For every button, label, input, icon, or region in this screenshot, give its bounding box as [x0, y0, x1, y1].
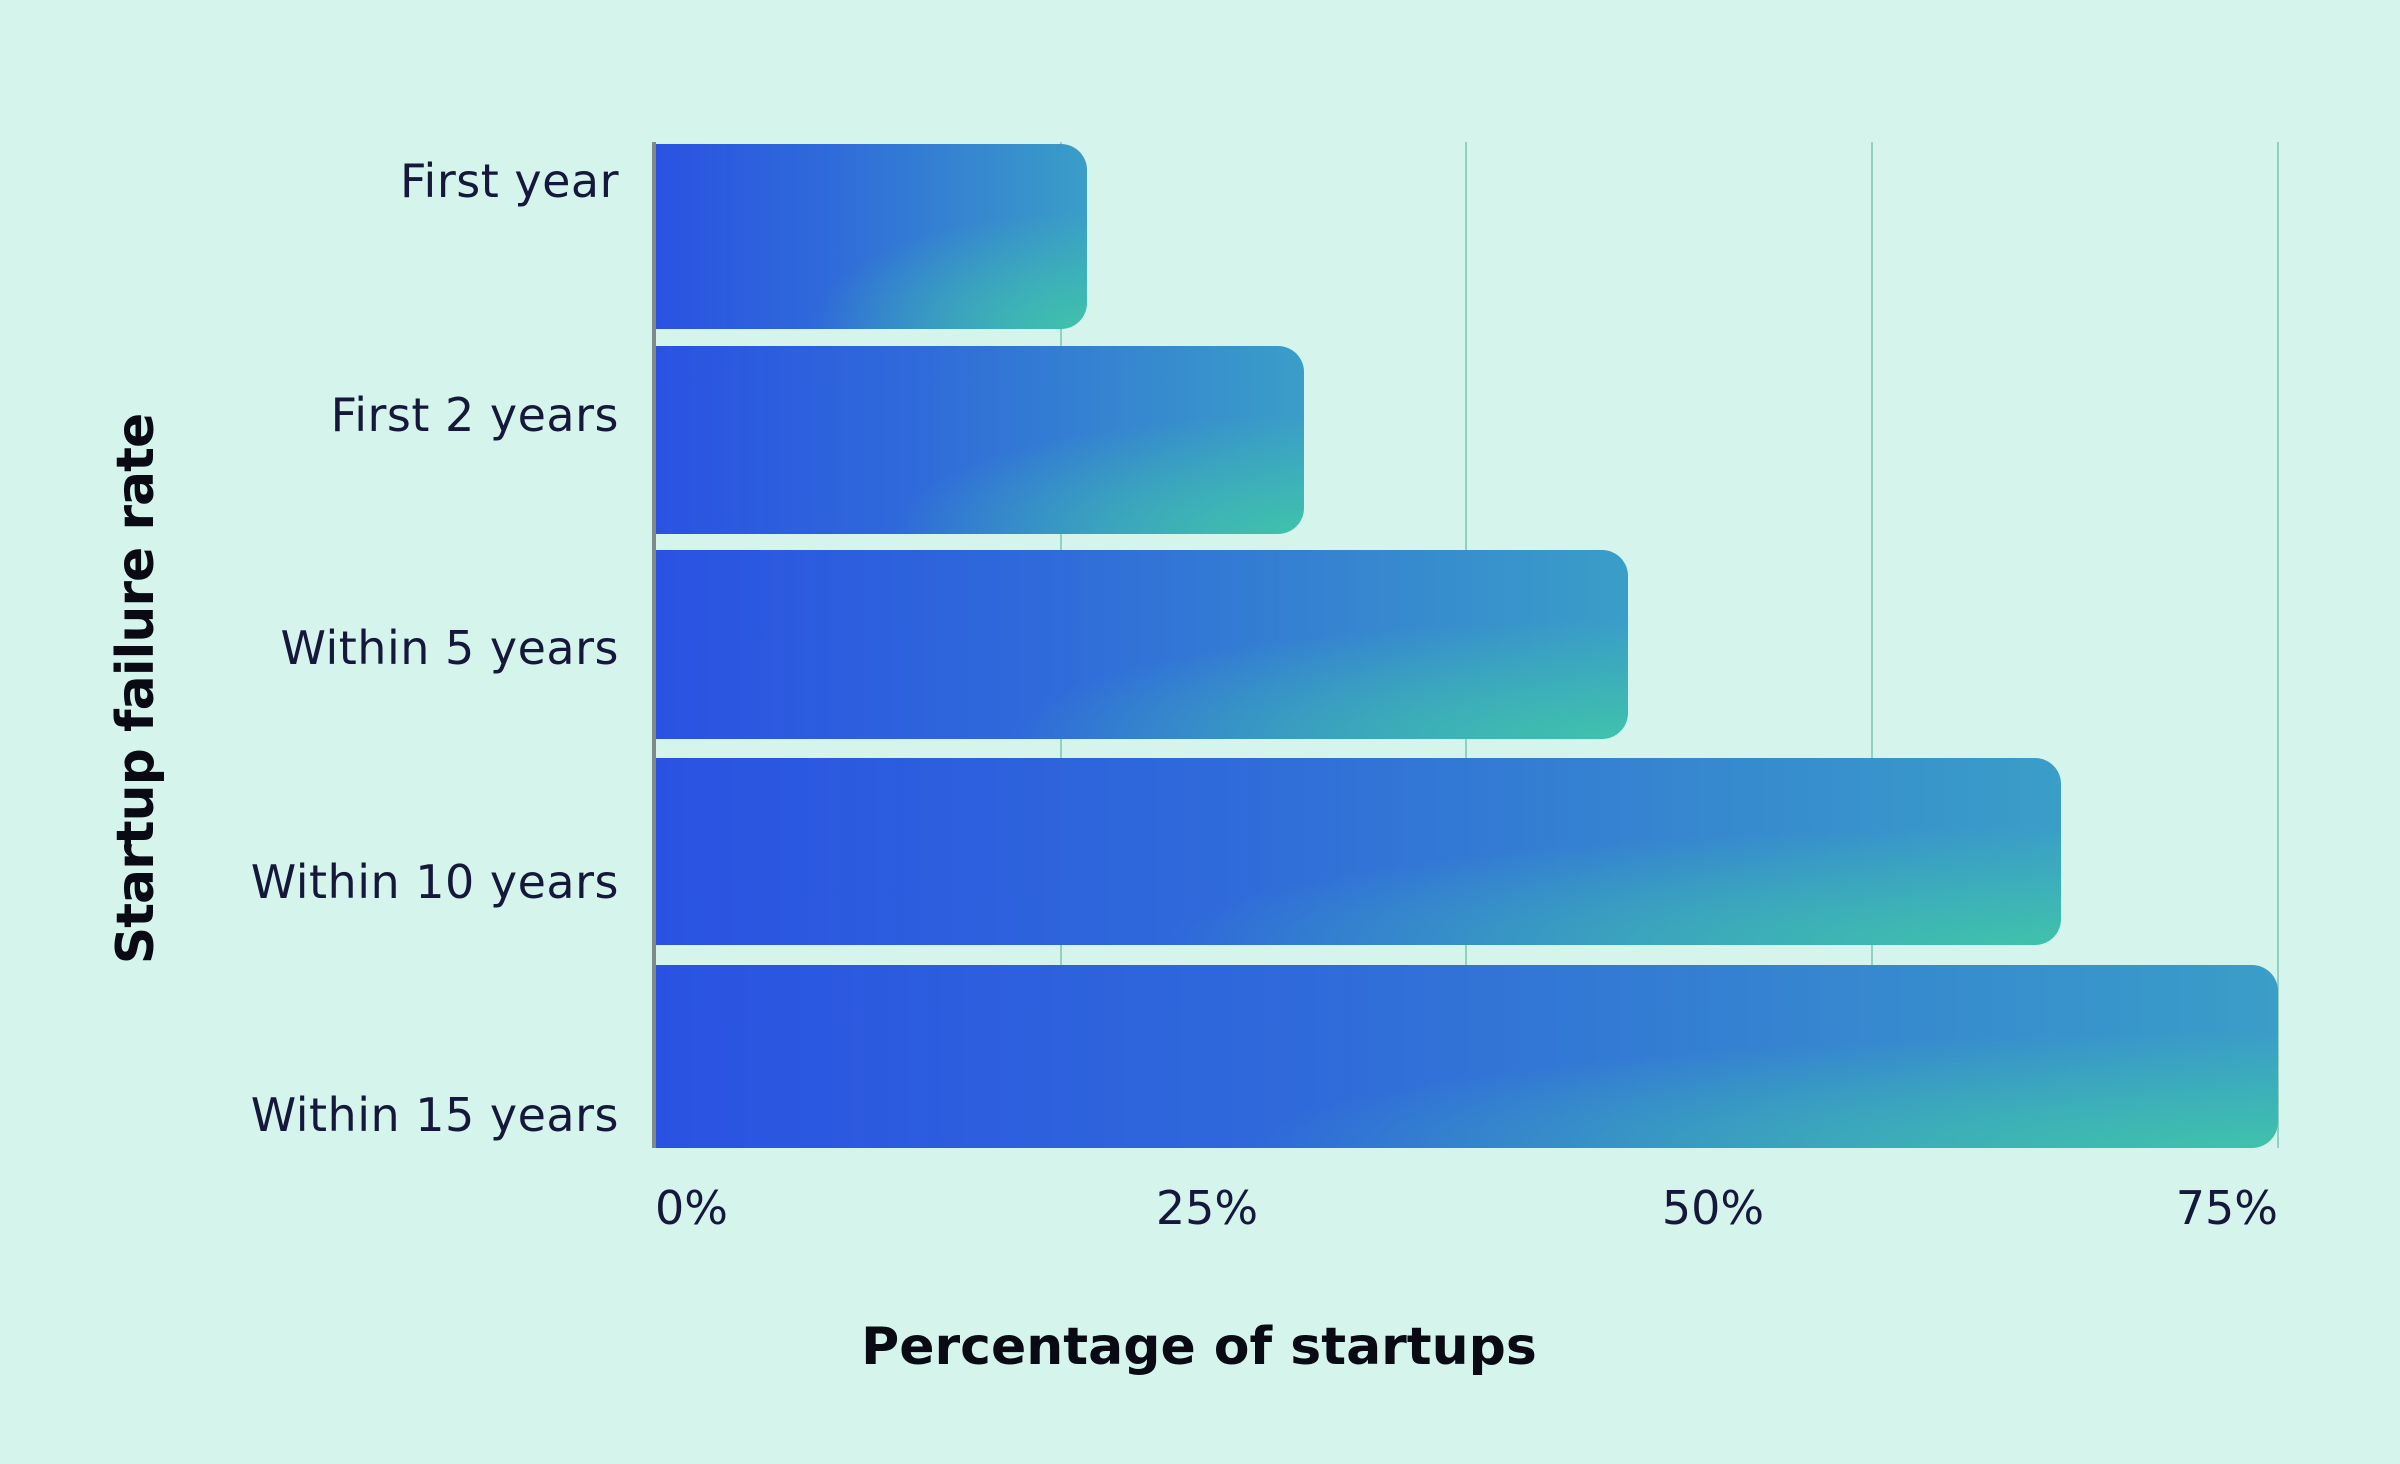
gridline [2277, 142, 2279, 1148]
category-label: Within 10 years [250, 855, 619, 909]
category-label: First year [399, 154, 619, 208]
x-tick-label: 75% [2175, 1181, 2278, 1235]
category-label: Within 15 years [250, 1088, 619, 1142]
gridline [1871, 142, 1873, 1148]
y-axis-title: Startup failure rate [106, 413, 166, 965]
category-label: First 2 years [330, 388, 619, 442]
bar-first-year [654, 144, 1088, 329]
category-label: Within 5 years [280, 621, 619, 675]
bar-first-2-years [654, 346, 1304, 534]
x-axis-title: Percentage of startups [861, 1317, 1537, 1377]
bar-within-5-years [654, 550, 1629, 739]
bar-within-10-years [654, 758, 2062, 945]
bar-within-15-years [654, 965, 2278, 1148]
x-tick-label: 25% [1155, 1181, 1259, 1235]
y-axis-line [652, 142, 656, 1148]
x-tick-label: 0% [655, 1181, 728, 1235]
x-tick-label: 50% [1661, 1181, 1765, 1235]
